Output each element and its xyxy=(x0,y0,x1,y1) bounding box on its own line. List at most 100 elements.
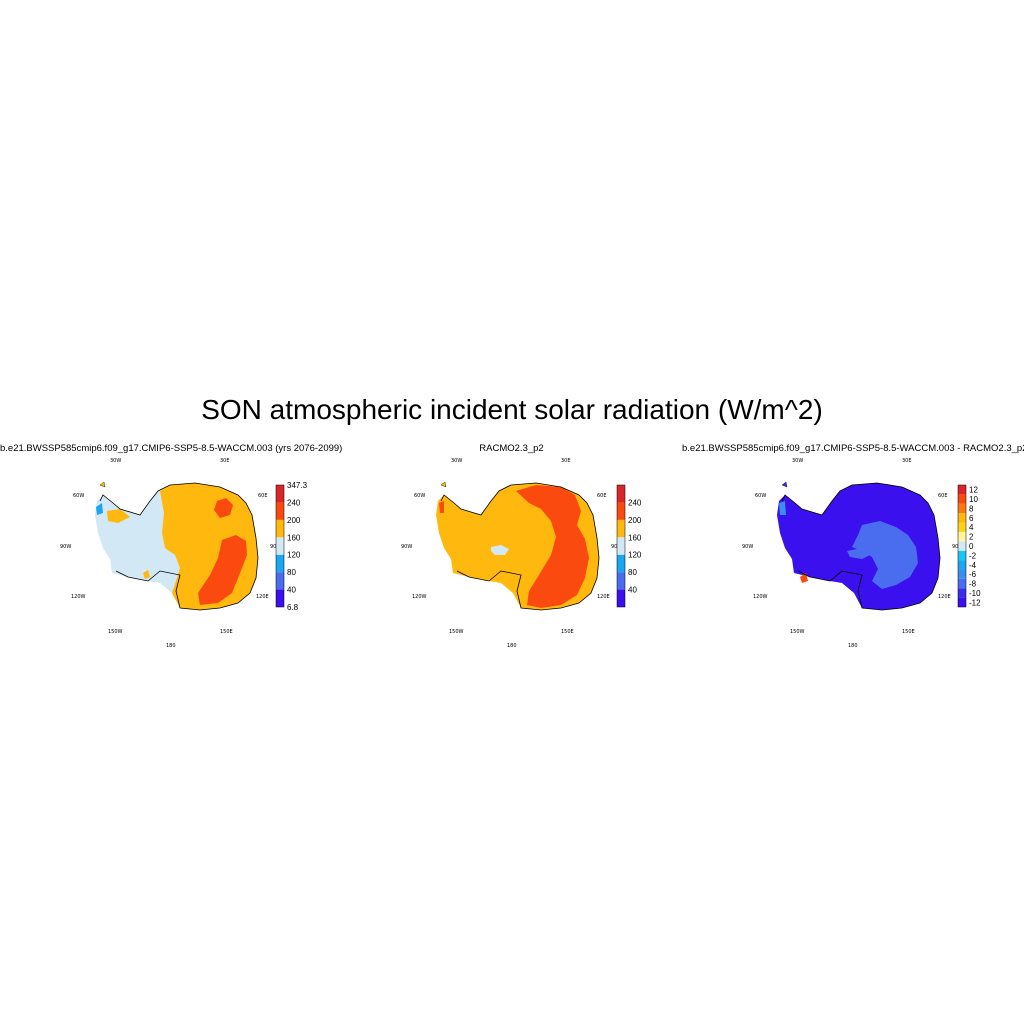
colorbar-swatch xyxy=(617,485,625,503)
colorbar-swatch xyxy=(958,513,966,523)
colorbar: 6.8 40 80 120 160 200 240 347.3 xyxy=(275,481,308,612)
lon-label-90e: 90E xyxy=(952,544,962,550)
colorbar-label: -2 xyxy=(969,551,977,560)
colorbar-label: 12 xyxy=(969,486,978,495)
colorbar-label: 4 xyxy=(969,523,974,532)
colorbar-label: 2 xyxy=(969,533,974,542)
lon-label-120w: 120W xyxy=(412,594,427,600)
colorbar-swatch xyxy=(617,572,625,590)
map-plot: 30W 30E 60W 60E 90W 90E 120W 120E 150W 1… xyxy=(401,458,642,649)
lon-label-30e: 30E xyxy=(902,458,912,464)
colorbar-label: -6 xyxy=(969,570,977,579)
lon-label-120e: 120E xyxy=(256,594,269,600)
colorbar-swatch xyxy=(276,554,284,573)
lon-label-150w: 150W xyxy=(108,629,123,635)
colorbar-label: 8 xyxy=(969,504,974,513)
colorbar-swatch xyxy=(958,560,966,570)
colorbar-swatch xyxy=(617,589,625,607)
map-plot: 30W 30E 60W 60E 90W 90E 120W 120E 150W 1… xyxy=(60,458,308,649)
lon-label-90e: 90E xyxy=(611,544,621,550)
colorbar-label: 40 xyxy=(287,586,296,595)
main-title: SON atmospheric incident solar radiation… xyxy=(201,394,823,425)
panel-title: b.e21.BWSSP585cmip6.f09_g17.CMIP6-SSP5-8… xyxy=(682,443,1024,454)
colorbar-label: 80 xyxy=(628,568,637,577)
lon-label-90w: 90W xyxy=(401,544,412,550)
lon-label-60w: 60W xyxy=(414,493,425,499)
colorbar-label: 120 xyxy=(287,551,301,560)
colorbar-swatch xyxy=(958,522,966,532)
colorbar-swatch xyxy=(958,494,966,504)
colorbar-swatch xyxy=(276,572,284,590)
lon-label-60w: 60W xyxy=(755,493,766,499)
colorbar-label: 10 xyxy=(969,495,978,504)
colorbar-swatch xyxy=(617,502,625,520)
map-panel-racmo: RACMO2.3_p2 30W 30E 60W 60E 90W 90E 120W… xyxy=(341,443,682,663)
coastline xyxy=(781,482,941,611)
colorbar-label: 80 xyxy=(287,568,296,577)
lon-label-30e: 30E xyxy=(220,458,230,464)
colorbar-label: 200 xyxy=(287,516,301,525)
colorbar-swatch xyxy=(958,531,966,542)
colorbar-swatch xyxy=(276,537,284,555)
colorbar-label: 0 xyxy=(969,542,974,551)
colorbar-swatch xyxy=(958,578,966,589)
region-light-blue xyxy=(852,521,918,589)
lon-label-150e: 150E xyxy=(902,629,915,635)
lon-label-120w: 120W xyxy=(71,594,86,600)
panel-title: b.e21.BWSSP585cmip6.f09_g17.CMIP6-SSP5-8… xyxy=(0,443,343,454)
region-red xyxy=(516,485,589,608)
lon-label-30w: 30W xyxy=(792,458,803,464)
lon-label-150e: 150E xyxy=(561,629,574,635)
coastline xyxy=(440,482,600,611)
colorbar-border xyxy=(957,484,967,608)
panel-title: RACMO2.3_p2 xyxy=(479,443,544,454)
colorbar-label: 347.3 xyxy=(287,481,308,490)
antarctica-map xyxy=(436,481,600,611)
lon-label-60e: 60E xyxy=(258,493,268,499)
map-panel-difference: b.e21.BWSSP585cmip6.f09_g17.CMIP6-SSP5-8… xyxy=(682,443,1024,663)
colorbar-label: -4 xyxy=(969,561,977,570)
colorbar-label: 6.8 xyxy=(287,603,299,612)
lon-label-180: 180 xyxy=(507,643,517,649)
antarctica-map xyxy=(777,481,941,611)
colorbar-swatch xyxy=(958,503,966,514)
colorbar-swatch xyxy=(276,589,284,607)
colorbar: 40 80 120 160 200 240 xyxy=(616,484,642,608)
colorbar-label: -10 xyxy=(969,589,981,598)
lon-label-180: 180 xyxy=(166,643,176,649)
colorbar-label: 40 xyxy=(628,586,637,595)
colorbar-swatch xyxy=(958,541,966,551)
colorbar-border xyxy=(616,484,626,608)
lon-label-150w: 150W xyxy=(449,629,464,635)
lon-label-150e: 150E xyxy=(220,629,233,635)
map-panel-model: b.e21.BWSSP585cmip6.f09_g17.CMIP6-SSP5-8… xyxy=(0,443,343,663)
colorbar-label: -12 xyxy=(969,598,981,607)
lon-label-60e: 60E xyxy=(938,493,948,499)
lon-label-120e: 120E xyxy=(938,594,951,600)
colorbar-swatch xyxy=(276,502,284,520)
region-red-east xyxy=(198,535,247,605)
lon-label-60e: 60E xyxy=(597,493,607,499)
lon-label-30w: 30W xyxy=(451,458,462,464)
lon-label-150w: 150W xyxy=(790,629,805,635)
lon-label-120e: 120E xyxy=(597,594,610,600)
colorbar-swatch xyxy=(958,588,966,598)
colorbar-label: 160 xyxy=(287,533,301,542)
region-red-north xyxy=(214,498,233,518)
colorbar-label: 120 xyxy=(628,551,642,560)
colorbar-swatch xyxy=(617,519,625,538)
colorbar-label: 160 xyxy=(628,533,642,542)
colorbar-label: 6 xyxy=(969,514,974,523)
coastline xyxy=(99,482,259,611)
colorbar-swatch xyxy=(958,550,966,561)
colorbar-label: 240 xyxy=(287,498,301,507)
colorbar-swatch xyxy=(958,597,966,607)
colorbar-swatch xyxy=(617,554,625,573)
lon-label-30w: 30W xyxy=(110,458,121,464)
colorbar-swatch xyxy=(276,485,284,503)
map-plot: 30W 30E 60W 60E 90W 90E 120W 120E 150W 1… xyxy=(742,458,981,649)
region-pale xyxy=(491,545,509,555)
lon-label-90w: 90W xyxy=(60,544,71,550)
colorbar-swatch xyxy=(958,569,966,579)
